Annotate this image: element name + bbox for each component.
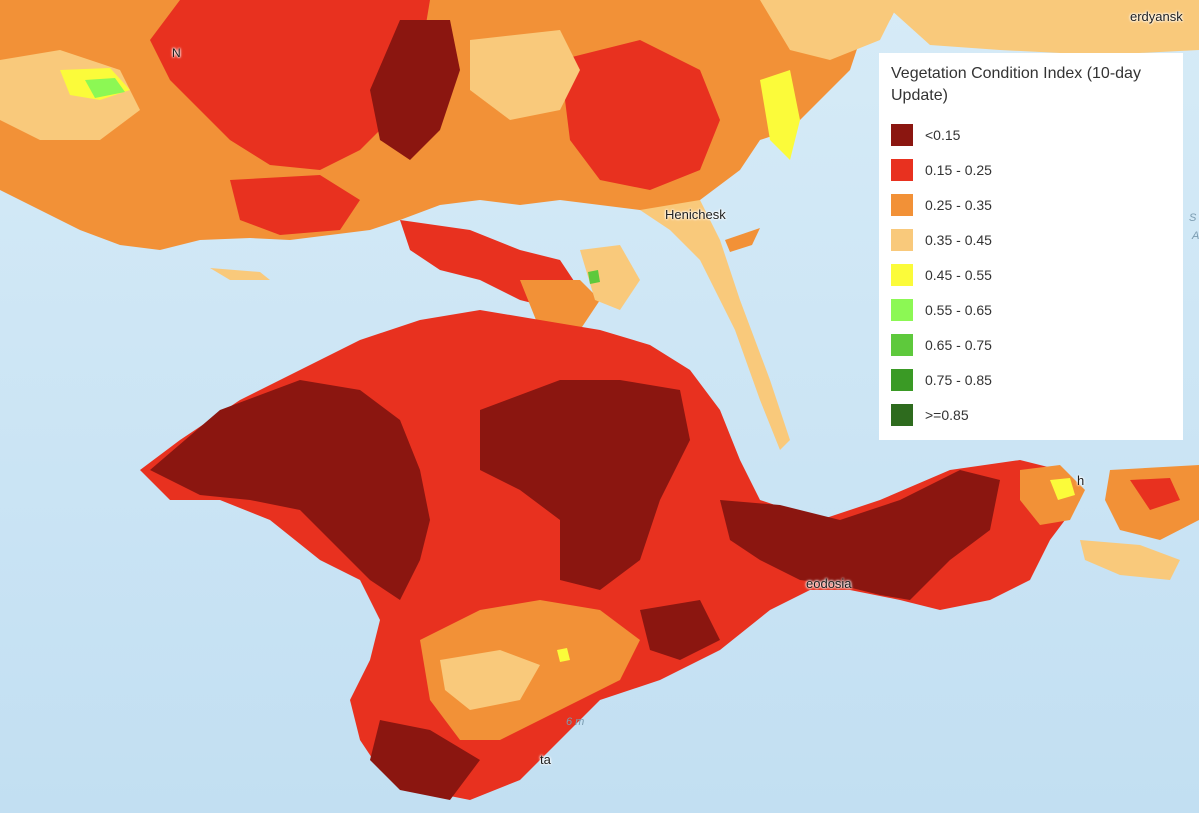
legend-swatch (891, 123, 913, 146)
taman-peninsula (1080, 465, 1199, 580)
legend-label: 0.65 - 0.75 (925, 336, 992, 353)
label-sea-s: S (1189, 212, 1197, 224)
label-sea-a: A (1192, 230, 1199, 242)
legend-item: 0.25 - 0.35 (891, 187, 1171, 222)
legend-label: 0.35 - 0.45 (925, 231, 992, 248)
legend-item: 0.35 - 0.45 (891, 222, 1171, 257)
legend-item: <0.15 (891, 117, 1171, 152)
legend-label: 0.45 - 0.55 (925, 266, 992, 283)
sivash-islands (400, 220, 640, 330)
legend-panel: Vegetation Condition Index (10-day Updat… (879, 53, 1183, 440)
crimea-peninsula (140, 310, 1085, 800)
legend-item: 0.15 - 0.25 (891, 152, 1171, 187)
legend-swatch (891, 368, 913, 391)
legend-swatch (891, 263, 913, 286)
label-berdyansk: erdyansk (1130, 9, 1183, 24)
legend-label: 0.25 - 0.35 (925, 196, 992, 213)
label-henichesk: Henichesk (665, 207, 726, 222)
label-kerch: h (1077, 473, 1085, 488)
legend-item: 0.75 - 0.85 (891, 362, 1171, 397)
legend-item: >=0.85 (891, 397, 1171, 432)
label-north-fragment: N (172, 46, 181, 60)
legend-swatch (891, 228, 913, 251)
legend-item: 0.55 - 0.65 (891, 292, 1171, 327)
mainland-ukraine (0, 0, 1199, 250)
legend-item: 0.45 - 0.55 (891, 257, 1171, 292)
legend-title: Vegetation Condition Index (10-day Updat… (891, 65, 1141, 104)
label-depth: 6 m (566, 716, 585, 728)
legend-label: <0.15 (925, 126, 961, 143)
arabat-spit (640, 200, 790, 450)
legend-swatch (891, 193, 913, 216)
legend-label: 0.75 - 0.85 (925, 371, 992, 388)
tendra-spit (210, 268, 270, 280)
label-feodosia: eodosia (806, 576, 852, 591)
legend-swatch (891, 158, 913, 181)
legend-item: 0.65 - 0.75 (891, 327, 1171, 362)
legend-label: 0.15 - 0.25 (925, 161, 992, 178)
legend-list: <0.15 0.15 - 0.25 0.25 - 0.35 0.35 - 0.4… (891, 117, 1171, 432)
legend-swatch (891, 333, 913, 356)
legend-label: 0.55 - 0.65 (925, 301, 992, 318)
legend-swatch (891, 403, 913, 426)
label-yalta: ta (540, 752, 551, 767)
legend-label: >=0.85 (925, 406, 969, 423)
legend-swatch (891, 298, 913, 321)
